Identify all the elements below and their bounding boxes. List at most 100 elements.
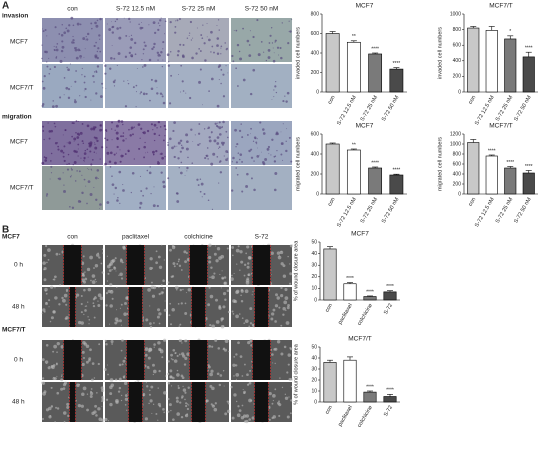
texture <box>83 342 88 346</box>
cell-dot <box>72 163 74 166</box>
texture <box>60 375 63 377</box>
texture <box>177 260 180 263</box>
cell-dot <box>213 51 215 54</box>
texture <box>233 375 235 377</box>
cell-dot <box>81 67 83 70</box>
texture <box>89 255 93 260</box>
texture <box>80 404 84 408</box>
cell-dot <box>265 59 268 62</box>
cell-dot <box>83 161 85 163</box>
texture <box>148 367 150 369</box>
cell-dot <box>231 189 234 192</box>
wound-image <box>168 285 231 329</box>
cell-dot <box>189 20 193 24</box>
cell-dot <box>222 141 225 144</box>
cell-dot <box>72 35 74 38</box>
texture <box>94 278 97 281</box>
texture <box>124 394 128 397</box>
cell-dot <box>41 57 43 60</box>
texture <box>149 322 152 325</box>
cell-dot <box>67 153 70 156</box>
cell-dot <box>50 129 54 133</box>
cell-dot <box>53 122 56 125</box>
cell-dot <box>241 161 243 163</box>
y-tick-label: 200 <box>453 181 462 187</box>
texture <box>218 383 222 387</box>
cell-dot <box>275 91 278 94</box>
cell-dot <box>132 86 135 89</box>
cell-dot <box>83 159 85 162</box>
texture <box>152 403 155 405</box>
cell-dot <box>93 151 96 153</box>
cell-dot <box>113 193 115 195</box>
texture <box>184 356 188 360</box>
cell-dot <box>43 138 45 141</box>
texture <box>109 402 113 407</box>
texture <box>44 289 47 292</box>
cell-dot <box>81 191 84 195</box>
cell-dot <box>71 168 73 171</box>
cell-dot <box>88 168 90 170</box>
texture <box>85 360 89 364</box>
texture <box>170 385 173 387</box>
texture <box>161 356 164 359</box>
cell-dot <box>48 57 50 59</box>
texture <box>222 292 227 296</box>
cell-dot <box>235 67 238 70</box>
cell-dot <box>111 139 113 141</box>
cell-dot <box>114 20 117 23</box>
cell-dot <box>189 96 192 100</box>
texture <box>226 247 229 250</box>
texture <box>187 386 190 389</box>
cell-dot <box>164 135 166 137</box>
cell-dot <box>89 192 93 196</box>
texture <box>40 381 44 384</box>
texture <box>214 339 218 342</box>
texture <box>228 351 230 353</box>
cell-dot <box>41 104 44 108</box>
cell-dot <box>273 89 275 91</box>
cell-dot <box>116 18 119 21</box>
cell-dot <box>54 142 58 145</box>
y-tick-label: 0 <box>316 191 319 197</box>
texture <box>226 409 231 414</box>
cell-dot <box>125 34 128 37</box>
texture <box>222 348 225 351</box>
significance-label: **** <box>392 61 400 67</box>
cell-dot <box>173 145 176 148</box>
cell-dot <box>157 53 161 57</box>
cell-dot <box>69 205 71 208</box>
texture <box>223 276 227 279</box>
texture <box>110 289 113 292</box>
cell-dot <box>75 150 78 154</box>
cell-dot <box>55 46 58 48</box>
y-tick-label: 30 <box>311 263 317 269</box>
texture <box>106 364 108 366</box>
cell-dot <box>210 30 213 34</box>
texture <box>162 408 165 411</box>
texture <box>211 345 214 348</box>
cell-dot <box>137 123 141 126</box>
cell-dot <box>273 188 277 192</box>
texture <box>235 364 238 367</box>
cell-dot <box>109 166 112 168</box>
micrograph <box>42 165 103 210</box>
texture <box>289 282 292 285</box>
texture <box>47 258 50 261</box>
texture <box>108 269 112 272</box>
cell-dot <box>118 121 119 123</box>
texture <box>41 358 45 362</box>
texture <box>81 392 85 397</box>
cell-dot <box>46 35 48 37</box>
cell-dot <box>140 91 143 94</box>
x-tick-label: S-72 <box>383 405 394 418</box>
cell-dot <box>215 124 219 128</box>
cell-dot <box>53 45 55 47</box>
cell-dot <box>216 44 219 47</box>
cell-dot <box>91 27 93 30</box>
wound-gap <box>252 340 271 380</box>
cell-dot <box>150 87 154 91</box>
row-label: MCF7 <box>10 39 28 46</box>
texture <box>53 344 58 349</box>
texture <box>177 386 180 390</box>
